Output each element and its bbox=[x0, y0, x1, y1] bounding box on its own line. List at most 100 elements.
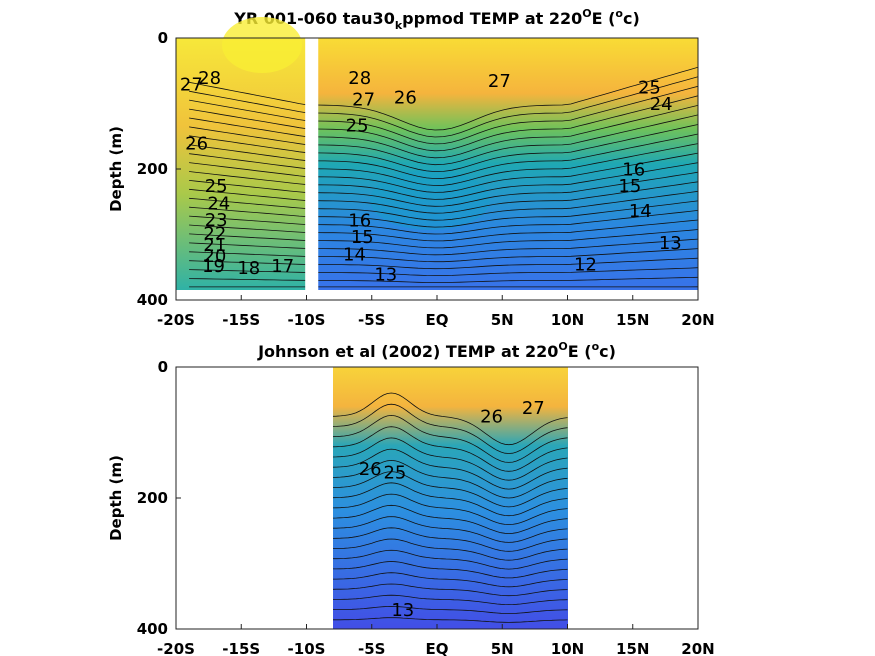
bottom-isotherm-label: 26 bbox=[480, 407, 503, 428]
top-contour-line bbox=[189, 210, 698, 235]
top-y-tick-label: 400 bbox=[137, 291, 168, 309]
top-x-tick-label: -15S bbox=[222, 311, 260, 329]
top-contour-line bbox=[189, 85, 698, 145]
bottom-contour-line bbox=[333, 414, 568, 463]
top-contour-line bbox=[189, 124, 698, 173]
top-contour-line bbox=[189, 95, 698, 152]
bottom-x-tick-label: 10N bbox=[551, 640, 584, 656]
top-isotherm-label: 18 bbox=[237, 258, 260, 279]
top-contour-line bbox=[189, 133, 698, 180]
top-isotherm-label: 12 bbox=[574, 255, 597, 276]
bottom-x-tick-label: 5N bbox=[491, 640, 514, 656]
top-contour-lines bbox=[189, 66, 698, 288]
bottom-contour-line bbox=[333, 538, 568, 561]
top-isotherm-label: 19 bbox=[202, 256, 225, 277]
bottom-contour-line bbox=[333, 471, 568, 508]
top-contour-line bbox=[189, 276, 698, 283]
top-contour-line bbox=[189, 76, 698, 138]
bottom-y-tick-label: 200 bbox=[137, 489, 168, 507]
bottom-x-tick-label: -15S bbox=[222, 640, 260, 656]
bottom-contour-line bbox=[333, 459, 568, 499]
bottom-isotherm-label: 27 bbox=[522, 398, 545, 419]
bottom-contour-line bbox=[333, 448, 568, 490]
top-contour-line bbox=[189, 181, 698, 214]
bottom-axes: -20S -15S -10S -5S EQ 5N 10N 15N 20N 0 200 400 bbox=[137, 358, 715, 656]
bottom-contour-line bbox=[333, 572, 568, 588]
bottom-isotherm-label: 26 bbox=[359, 459, 382, 480]
top-isotherm-label: 13 bbox=[659, 233, 682, 254]
top-x-tick-label: EQ bbox=[426, 311, 449, 329]
bottom-y-tick-label: 400 bbox=[137, 620, 168, 638]
bottom-contour-lines bbox=[333, 392, 568, 629]
top-isotherm-label: 24 bbox=[650, 94, 673, 115]
bottom-contour-line bbox=[333, 403, 568, 454]
top-data-gap bbox=[305, 38, 319, 300]
top-warm-core bbox=[222, 17, 302, 73]
top-isotherm-label: 25 bbox=[205, 176, 228, 197]
bottom-contour-line bbox=[333, 561, 568, 579]
bottom-contour-line bbox=[333, 504, 568, 534]
top-contour-line bbox=[189, 152, 698, 193]
top-y-tick-label: 0 bbox=[158, 29, 168, 47]
top-chart-title: YR 001-060 tau30kppmod TEMP at 220OE (oc… bbox=[233, 7, 640, 32]
top-x-tick-label: 10N bbox=[551, 311, 584, 329]
bottom-chart-title: Johnson et al (2002) TEMP at 220OE (oc) bbox=[257, 340, 616, 361]
bottom-x-tick-label: -5S bbox=[358, 640, 385, 656]
top-isotherm-label: 28 bbox=[198, 68, 221, 89]
top-contour-line bbox=[189, 114, 698, 166]
top-contour-line bbox=[189, 248, 698, 263]
top-contour-line bbox=[189, 200, 698, 228]
top-contour-line bbox=[189, 190, 698, 221]
bottom-x-tick-label: -10S bbox=[288, 640, 326, 656]
top-contour-line bbox=[189, 219, 698, 242]
bottom-x-tick-label: 15N bbox=[616, 640, 649, 656]
bottom-data-fill bbox=[333, 367, 568, 629]
top-contour-line bbox=[189, 162, 698, 200]
top-isotherm-label: 14 bbox=[629, 201, 652, 222]
bottom-contour-line bbox=[333, 605, 568, 614]
top-isotherm-label: 28 bbox=[348, 68, 371, 89]
top-contour-line bbox=[189, 229, 698, 249]
top-isotherm-label: 27 bbox=[180, 74, 203, 95]
top-isotherm-label: 24 bbox=[207, 194, 230, 215]
top-contour-line bbox=[189, 238, 698, 256]
bottom-x-tick-label: EQ bbox=[426, 640, 449, 656]
top-x-tick-label: -10S bbox=[288, 311, 326, 329]
bottom-isotherm-label: 25 bbox=[383, 462, 406, 483]
top-isotherm-label: 25 bbox=[346, 116, 369, 137]
bottom-contour-line bbox=[333, 594, 568, 606]
top-isotherm-label: 27 bbox=[352, 89, 375, 110]
bottom-contour-line bbox=[333, 549, 568, 570]
top-contour-line bbox=[189, 143, 698, 186]
bottom-x-tick-label: 20N bbox=[681, 640, 714, 656]
bottom-contour-line bbox=[333, 583, 568, 597]
top-isotherm-label: 21 bbox=[203, 235, 226, 256]
bottom-y-tick-label: 0 bbox=[158, 358, 168, 376]
top-x-tick-label: -5S bbox=[358, 311, 385, 329]
top-isotherm-label: 22 bbox=[203, 224, 226, 245]
bottom-contour-line bbox=[333, 392, 568, 446]
top-contour-line bbox=[189, 66, 698, 131]
bottom-contour-line bbox=[333, 527, 568, 552]
top-isotherm-label: 15 bbox=[618, 176, 641, 197]
top-y-tick-label: 200 bbox=[137, 160, 168, 178]
top-contour-line bbox=[189, 257, 698, 270]
top-x-tick-label: 5N bbox=[491, 311, 514, 329]
top-isotherm-label: 13 bbox=[374, 264, 397, 285]
top-isotherm-label: 17 bbox=[271, 256, 294, 277]
top-contour-line bbox=[189, 105, 698, 159]
bottom-contour-line bbox=[333, 426, 568, 472]
bottom-isotherm-label: 13 bbox=[391, 600, 414, 621]
bottom-contour-line bbox=[333, 482, 568, 517]
bottom-contour-line bbox=[333, 437, 568, 481]
top-x-tick-label: 20N bbox=[681, 311, 714, 329]
bottom-contour-line bbox=[333, 493, 568, 526]
bottom-contour-line bbox=[333, 516, 568, 543]
bottom-x-tick-label: -20S bbox=[157, 640, 195, 656]
top-isotherm-label: 27 bbox=[488, 71, 511, 92]
top-isotherm-label: 25 bbox=[638, 78, 661, 99]
top-isotherm-label: 26 bbox=[185, 133, 208, 154]
